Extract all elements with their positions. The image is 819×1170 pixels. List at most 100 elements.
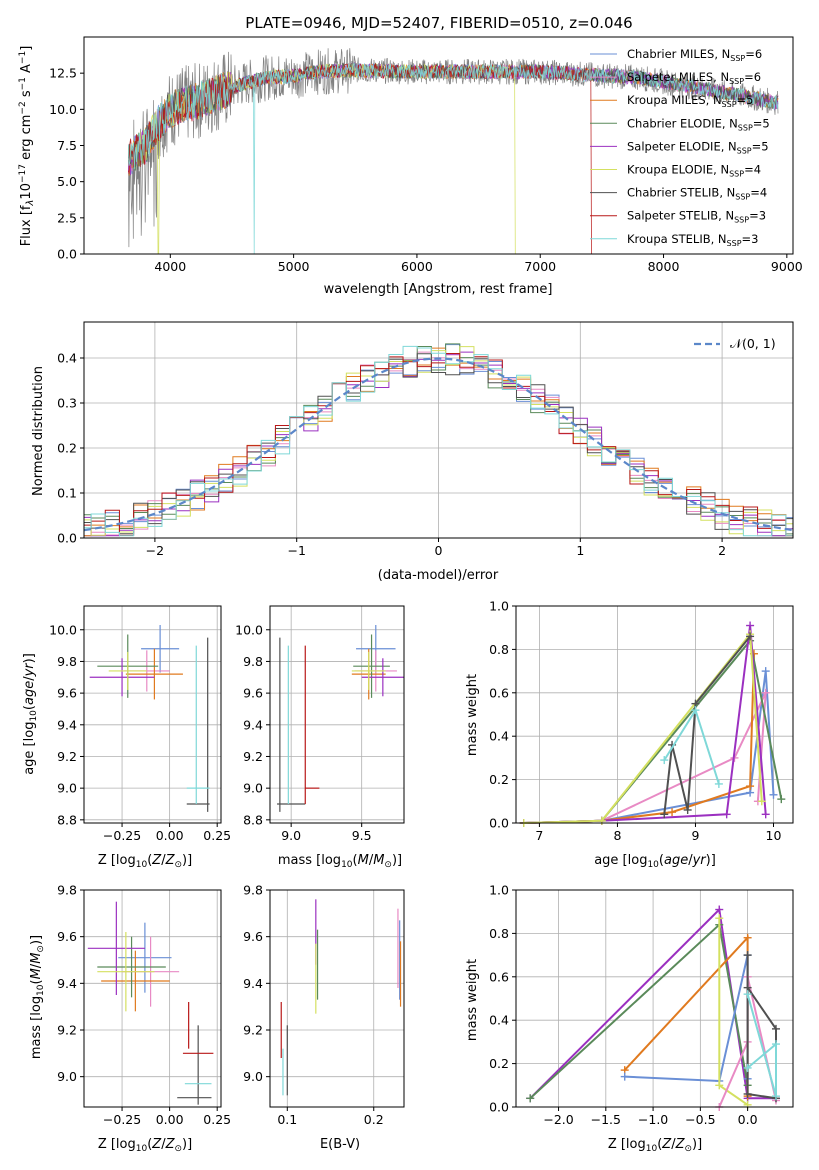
residual-ytick-label: 0.2 <box>57 441 77 456</box>
legend-label: Salpeter STELIB, NSSP=3 <box>627 209 766 225</box>
spectrum-xlabel: wavelength [Angstrom, rest frame] <box>324 282 553 297</box>
age-vs-mass-ytick-label: 9.6 <box>243 686 263 701</box>
age-vs-mass-ytick-label: 9.8 <box>243 654 263 669</box>
legend-label: Chabrier STELIB, NSSP=4 <box>627 186 767 202</box>
residual-ylabel: Normed distribution <box>31 366 46 496</box>
mass-weight-vs-z-xtick-label: −1.0 <box>638 1112 668 1127</box>
spectrum-lines <box>128 48 779 254</box>
mass-vs-z-xlabel: Z [log10(Z/Z⊙)] <box>98 1137 192 1154</box>
mass-vs-z-ytick-label: 9.6 <box>57 929 77 944</box>
age-vs-z-ytick-label: 10.0 <box>49 622 77 637</box>
spectrum-ytick-label: 2.5 <box>57 210 77 225</box>
spectrum-xtick-label: 4000 <box>154 259 186 274</box>
spectrum-xtick-label: 5000 <box>278 259 310 274</box>
mass-weight-vs-z-xtick-label: 0.0 <box>738 1112 758 1127</box>
age-vs-mass-frame <box>269 605 405 824</box>
mass-weight-vs-age-ylabel: mass weight <box>465 674 480 756</box>
mass-vs-ebv-xtick-label: 0.2 <box>364 1112 384 1127</box>
age-vs-z-ytick-label: 9.0 <box>57 781 77 796</box>
mass-vs-z-ytick-label: 9.0 <box>57 1069 77 1084</box>
mass-vs-z-errorbars <box>87 901 214 1105</box>
mass-vs-ebv-ytick-label: 9.4 <box>243 976 263 991</box>
kroupa-stelib-histogram-line <box>84 345 793 537</box>
kroupa-stelib-weight-line <box>746 993 777 1097</box>
kroupa-elodie-weight-line <box>523 631 763 824</box>
mass-vs-z-xtick-label: 0.25 <box>203 1112 231 1127</box>
residual-xtick-label: −1 <box>287 543 305 558</box>
age-vs-z-ytick-label: 9.4 <box>57 717 77 732</box>
mass-weight-vs-z-xtick-label: −1.5 <box>591 1112 621 1127</box>
mass-weight-vs-age-ytick-label: 0.0 <box>489 816 509 831</box>
spectrum-panel: 4000 5000 6000 7000 8000 9000 0.0 2.5 5.0 7.5 10.0… <box>49 36 803 274</box>
mass-weight-vs-z-ytick-label: 0.6 <box>489 969 509 984</box>
age-vs-mass-xtick-label: 9.0 <box>281 828 301 843</box>
age-vs-z-ylabel: age [log10(age/yr)] <box>22 653 39 775</box>
histograms <box>84 343 793 537</box>
legend-label: Kroupa MILES, NSSP=5 <box>627 93 753 109</box>
residual-ytick-label: 0.4 <box>57 351 77 366</box>
legend-label: Chabrier ELODIE, NSSP=5 <box>627 116 770 132</box>
legend-label: Kroupa STELIB, NSSP=3 <box>627 232 758 248</box>
mass-weight-vs-z-lines <box>526 905 780 1111</box>
mass-vs-ebv-frame <box>269 889 405 1108</box>
mass-weight-vs-z-ytick-label: 0.0 <box>489 1100 509 1115</box>
mass-weight-vs-age-xtick-label: 9 <box>691 828 699 843</box>
age-vs-mass-ytick-label: 9.2 <box>243 749 263 764</box>
age-vs-z-ytick-label: 9.6 <box>57 686 77 701</box>
age-vs-z-panel: −0.25 0.00 0.25 8.8 9.0 9.2 9.4 9.6 9.8 10.0 <box>49 605 231 843</box>
mass-weight-vs-z-ytick-label: 0.4 <box>489 1013 509 1028</box>
mass-weight-vs-z-ytick-label: 0.2 <box>489 1056 509 1071</box>
salpeter-elodie-weight-line <box>523 625 767 824</box>
mass-weight-vs-age-panel: 7 8 9 10 0.0 0.2 0.4 0.6 0.8 1.0 <box>489 599 794 843</box>
mass-weight-vs-z-xtick-label: −0.5 <box>685 1112 715 1127</box>
age-vs-z-xtick-label: −0.25 <box>103 828 141 843</box>
residual-ytick-label: 0.3 <box>57 396 77 411</box>
mass-weight-vs-z-frame <box>515 889 794 1108</box>
spectrum-xtick-label: 8000 <box>648 259 680 274</box>
age-vs-mass-ytick-label: 8.8 <box>243 812 263 827</box>
legend-label: Chabrier MILES, NSSP=6 <box>627 47 762 63</box>
kroupa-stelib-model-line <box>128 62 779 254</box>
mass-weight-vs-age-xtick-label: 7 <box>535 828 543 843</box>
mass-weight-vs-age-ytick-label: 0.8 <box>489 642 509 657</box>
residual-xtick-label: 2 <box>718 543 726 558</box>
age-vs-mass-panel: 9.0 9.5 8.8 9.0 9.2 9.4 9.6 9.8 10.0 <box>235 605 405 843</box>
mass-weight-vs-age-xtick-label: 10 <box>766 828 782 843</box>
mass-vs-z-ytick-label: 9.8 <box>57 883 77 898</box>
spectrum-legend: Chabrier MILES, NSSP=6 Salpeter MILES, NS… <box>590 47 770 248</box>
residual-xlabel: (data-model)/error <box>378 568 499 583</box>
mass-vs-z-xtick-label: −0.25 <box>103 1112 141 1127</box>
residual-xtick-label: 1 <box>576 543 584 558</box>
age-vs-mass-xlabel: mass [log10(M/M⊙)] <box>278 853 402 870</box>
age-vs-z-xlabel: Z [log10(Z/Z⊙)] <box>98 853 192 870</box>
age-vs-mass-xtick-label: 9.5 <box>352 828 372 843</box>
mass-weight-vs-age-frame <box>515 605 794 824</box>
spectrum-ytick-label: 0.0 <box>57 247 77 262</box>
age-vs-mass-errorbars <box>277 625 404 812</box>
age-vs-z-ytick-label: 9.2 <box>57 749 77 764</box>
mass-vs-z-frame <box>83 889 222 1108</box>
mass-weight-vs-z-panel: −2.0 −1.5 −1.0 −0.5 0.0 0.0 0.2 0.4 0.6 0.8 1.0 <box>489 883 794 1127</box>
mass-vs-ebv-ytick-label: 9.8 <box>243 883 263 898</box>
residual-panel: −2 −1 0 1 2 0.0 0.1 0.2 0.3 0.4 𝒩(0, 1) <box>57 321 794 558</box>
residual-ytick-label: 0.0 <box>57 531 77 546</box>
mass-weight-vs-z-xtick-label: −2.0 <box>543 1112 573 1127</box>
age-vs-z-ytick-label: 8.8 <box>57 812 77 827</box>
spectrum-xtick-label: 6000 <box>401 259 433 274</box>
mass-vs-ebv-xlabel: E(B-V) <box>320 1137 360 1152</box>
kroupa-miles-weight-line <box>623 935 749 1097</box>
age-vs-z-frame <box>83 605 222 824</box>
legend-label: Kroupa ELODIE, NSSP=4 <box>627 163 761 179</box>
salpeter-miles-weight-line <box>523 692 767 824</box>
mass-vs-ebv-ytick-label: 9.2 <box>243 1023 263 1038</box>
mass-weight-vs-z-xlabel: Z [log10(Z/Z⊙)] <box>608 1137 702 1154</box>
age-vs-mass-ytick-label: 9.0 <box>243 781 263 796</box>
age-vs-z-errorbars <box>89 625 210 812</box>
mass-weight-vs-z-ylabel: mass weight <box>465 959 480 1041</box>
mass-vs-z-panel: −0.25 0.00 0.25 9.0 9.2 9.4 9.6 9.8 <box>57 883 231 1128</box>
mass-weight-vs-age-ytick-label: 0.4 <box>489 729 509 744</box>
spectrum-ytick-label: 12.5 <box>49 66 77 81</box>
spectrum-ytick-label: 5.0 <box>57 174 77 189</box>
normal-curve <box>84 357 793 532</box>
